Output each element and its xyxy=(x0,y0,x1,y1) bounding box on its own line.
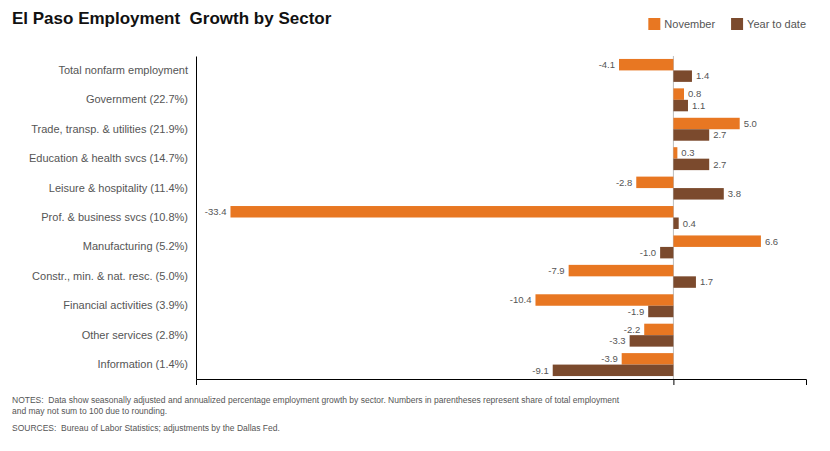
data-label: 1.1 xyxy=(692,100,705,111)
series xyxy=(230,59,760,365)
tick-label: Manufacturing (5.2%) xyxy=(83,240,188,252)
bar xyxy=(648,306,673,317)
tick: Information (1.4%) xyxy=(98,358,188,370)
bar xyxy=(630,335,674,346)
tick: Leisure & hospitality (11.4%) xyxy=(49,182,188,194)
tick: Trade, transp. & utilities (21.9%) xyxy=(31,123,188,135)
data-label: -3.3 xyxy=(609,335,625,346)
bar xyxy=(673,118,739,129)
tick: Government (22.7%) xyxy=(86,93,188,105)
tick: Financial activities (3.9%) xyxy=(63,299,188,311)
tick-label: Other services (2.8%) xyxy=(82,329,188,341)
bar xyxy=(673,70,692,81)
bar xyxy=(673,88,684,99)
tick: Total nonfarm employment xyxy=(58,64,188,76)
legend-swatch xyxy=(731,18,743,30)
data-label: 1.7 xyxy=(700,276,713,287)
tick-label: Constr., min. & nat. resc. (5.0%) xyxy=(32,270,188,282)
data-label: -1.0 xyxy=(640,247,656,258)
bar xyxy=(673,276,696,287)
data-label: 3.8 xyxy=(728,188,741,199)
bar xyxy=(673,218,678,229)
tick: Education & health svcs (14.7%) xyxy=(29,152,188,164)
bar xyxy=(644,324,673,335)
y-axis: Total nonfarm employment Government (22.7… xyxy=(29,57,196,380)
axis-domain xyxy=(197,380,807,386)
tick xyxy=(673,379,674,385)
data-label: 1.4 xyxy=(696,70,709,81)
annotation: SOURCES: Bureau of Labor Statistics; adj… xyxy=(12,423,280,433)
tick-label: Total nonfarm employment xyxy=(58,64,188,76)
tick-mark xyxy=(673,379,674,385)
data-label: -10.4 xyxy=(510,294,532,305)
data-label: -4.1 xyxy=(599,59,615,70)
tick-label: Government (22.7%) xyxy=(86,93,188,105)
data-label: -1.9 xyxy=(628,306,644,317)
data-label: 0.3 xyxy=(681,147,694,158)
bar xyxy=(622,353,674,364)
data-label: -3.9 xyxy=(601,353,617,364)
legend: Year to date November xyxy=(648,18,806,30)
bar xyxy=(673,147,677,158)
data-label: 0.4 xyxy=(683,218,696,229)
tick-label: Information (1.4%) xyxy=(98,358,188,370)
bar xyxy=(673,129,709,140)
legend-swatch xyxy=(648,18,660,30)
bars xyxy=(230,59,760,376)
plot: -4.10.85.00.3-2.8-33.46.6-7.9-10.4-2.2-3… xyxy=(29,56,806,385)
data-label: 5.0 xyxy=(744,118,757,129)
data-label: -2.2 xyxy=(624,324,640,335)
legend-label: Year to date xyxy=(747,18,806,30)
bar xyxy=(673,100,688,111)
title: El Paso Employment Growth by Sector xyxy=(12,9,332,28)
tick-label: Prof. & business svcs (10.8%) xyxy=(41,211,188,223)
data-label: 2.7 xyxy=(713,129,726,140)
data-label: 2.7 xyxy=(713,159,726,170)
bar xyxy=(660,247,673,258)
bar xyxy=(553,365,674,376)
data-labels: -4.10.85.00.3-2.8-33.46.6-7.9-10.4-2.2-3… xyxy=(205,59,778,376)
tick-label: Financial activities (3.9%) xyxy=(63,299,188,311)
tick: Prof. & business svcs (10.8%) xyxy=(41,211,188,223)
data-label: -7.9 xyxy=(548,265,564,276)
bar xyxy=(673,159,709,170)
bar xyxy=(673,188,723,199)
chart: El Paso Employment Growth by Sector -4.1 0… xyxy=(0,0,830,451)
series xyxy=(553,70,724,376)
tick: Manufacturing (5.2%) xyxy=(83,240,188,252)
tick-label: Leisure & hospitality (11.4%) xyxy=(49,182,188,194)
tick-label: Education & health svcs (14.7%) xyxy=(29,152,188,164)
data-label: -2.8 xyxy=(616,177,632,188)
bar xyxy=(673,235,761,246)
bar xyxy=(569,265,674,276)
annotation: NOTES: Data show seasonally adjusted and… xyxy=(12,395,620,416)
x-axis xyxy=(197,379,807,385)
axis-domain xyxy=(196,57,197,380)
legend-label: November xyxy=(664,18,715,30)
bar xyxy=(619,59,673,70)
tick-label: Trade, transp. & utilities (21.9%) xyxy=(31,123,188,135)
bar xyxy=(230,206,673,217)
data-label: 6.6 xyxy=(765,236,778,247)
data-label: 0.8 xyxy=(688,88,701,99)
tick: Constr., min. & nat. resc. (5.0%) xyxy=(32,270,188,282)
data-label: -33.4 xyxy=(205,206,227,217)
bar xyxy=(535,294,673,305)
data-label: -9.1 xyxy=(532,365,548,376)
tick: Other services (2.8%) xyxy=(82,329,188,341)
bar xyxy=(636,177,673,188)
